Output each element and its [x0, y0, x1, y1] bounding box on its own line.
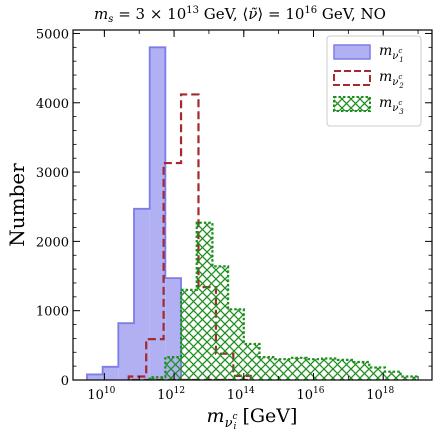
legend-item-3: mνc 3	[333, 95, 404, 116]
x-tick-label: 1010	[87, 386, 115, 403]
series-1-bar	[165, 278, 182, 380]
series-3-bar	[337, 359, 354, 380]
series-1	[86, 46, 197, 380]
x-tick-label: 1012	[157, 386, 185, 403]
y-axis-label: Number	[5, 163, 29, 247]
y-tick-label: 0	[61, 374, 69, 389]
series-3-bar	[275, 359, 291, 380]
y-tick-label: 2000	[36, 235, 69, 250]
legend-item-2: mνc 2	[333, 69, 404, 90]
legend-swatch	[333, 96, 371, 112]
legend-label: mνc 2	[379, 69, 404, 90]
series-1-bar	[133, 208, 150, 380]
legend-label: mνc 3	[379, 95, 404, 116]
y-tick-label: 3000	[36, 166, 69, 181]
axes-layer: 0 1000 2000 3000 4000 5000 1010 1012 1014 1016 101…	[36, 27, 432, 403]
series-3-bar	[369, 367, 385, 380]
series-3-bar	[243, 343, 260, 380]
series-3-outline	[148, 221, 418, 380]
plot-frame	[72, 29, 433, 381]
series-3-bar	[149, 377, 166, 380]
series-3-bar	[228, 309, 244, 380]
legend-item-1: mνc 1	[333, 43, 404, 64]
x-tick-label: 1014	[227, 386, 255, 403]
plot-area	[86, 46, 418, 380]
y-tick-label: 1000	[36, 305, 69, 320]
series-1-outline	[86, 46, 197, 380]
series-3-bar	[322, 358, 338, 380]
legend-swatch	[333, 44, 371, 60]
legend-label: mνc 1	[379, 43, 404, 64]
y-tick-label: 4000	[36, 97, 69, 112]
series-layer	[86, 46, 418, 380]
chart-title: ms = 3 × 1013 GeV, ⟨ν̃⟩ = 1016 GeV, NO	[94, 5, 386, 25]
series-1-bar	[118, 323, 134, 380]
series-3-bar	[259, 357, 276, 380]
legend: mνc 1 mνc 2 mνc 3	[326, 35, 422, 127]
series-3-bar	[181, 289, 197, 380]
series-3-bar	[306, 359, 323, 380]
series-3-bar	[400, 376, 417, 380]
series-1-bar	[102, 366, 119, 380]
series-3	[148, 221, 418, 380]
legend-swatch	[333, 70, 371, 86]
series-3-bar	[212, 266, 229, 380]
series-1-bar	[149, 47, 166, 380]
series-3-bar	[384, 371, 401, 380]
series-3-bar	[353, 361, 370, 380]
x-axis-label: mνc i [GeV]	[207, 405, 298, 432]
x-tick-label: 1018	[366, 386, 394, 403]
series-1-bar	[86, 374, 103, 380]
series-3-bar	[196, 222, 213, 380]
series-3-bar	[290, 357, 307, 380]
x-tick-label: 1016	[296, 386, 324, 403]
series-3-bar	[165, 357, 182, 380]
y-tick-label: 5000	[36, 27, 69, 42]
